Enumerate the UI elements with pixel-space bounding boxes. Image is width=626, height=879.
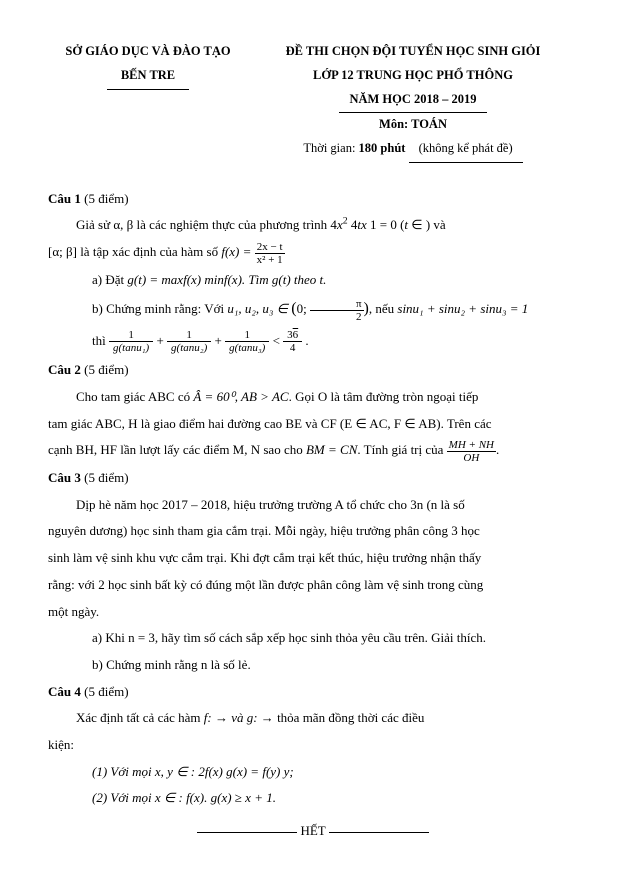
cau1-frac1-num: 2x − t (255, 241, 285, 254)
title-line1: ĐỀ THI CHỌN ĐỘI TUYỂN HỌC SINH GIỎI (248, 40, 578, 64)
cau2-frac-den: OH (447, 452, 496, 464)
cau1-p1-a: Giả sử α, β là các nghiệm thực của phươn… (76, 217, 337, 232)
time-suffix: (không kể phát đề) (409, 137, 523, 163)
cau3-p4: rằng: với 2 học sinh bất kỳ có đúng một … (48, 573, 578, 598)
end-text: HẾT (300, 823, 325, 838)
title-line3: NĂM HỌC 2018 – 2019 (339, 88, 486, 114)
cau3-title: Câu 3 (48, 470, 81, 485)
cau1-p1-d: ∈ ) và (408, 217, 446, 232)
cau1-f3: 1g(tanu₃) (225, 329, 269, 354)
cau1-b-body-a: u₁, u₂, u₃ ∈ (227, 301, 291, 316)
plus2: + (215, 333, 226, 348)
exam-page: SỞ GIÁO DỤC VÀ ĐÀO TẠO BẾN TRE ĐỀ THI CH… (0, 0, 626, 864)
cau1-b-label: b) Chứng minh rằng: Với (92, 301, 227, 316)
cau1-p1: Giả sử α, β là các nghiệm thực của phươn… (48, 213, 578, 238)
cau4-p1: Xác định tất cả các hàm f: → và g: → thỏ… (48, 706, 578, 731)
cau1-points: (5 điểm) (81, 191, 129, 206)
cau2-p2: tam giác ABC, H là giao điểm hai đường c… (48, 412, 578, 437)
cau1-p2-fx: f(x) = (221, 244, 254, 259)
f1d: g(tanu₁) (109, 342, 153, 354)
cau1-frac1-den: x² + 1 (255, 254, 285, 266)
cau2-heading: Câu 2 (5 điểm) (48, 358, 578, 383)
time-prefix: Thời gian: (303, 141, 358, 155)
cau1-int-den: 2 (310, 311, 364, 323)
cau1-p1-b: 4 (348, 217, 358, 232)
cau4-points: (5 điểm) (81, 684, 129, 699)
cau1-interval-frac: π2 (310, 298, 364, 323)
cau1-b-body-c: sinu₁ + sinu₂ + sinu₃ = 1 (397, 301, 528, 316)
cau1-p2-a: [α; β] là tập xác định của hàm số (48, 244, 221, 259)
cau3-p3: sinh làm vệ sinh khu vực cắm trại. Khi đ… (48, 546, 578, 571)
cau2-points: (5 điểm) (81, 362, 129, 377)
header-right: ĐỀ THI CHỌN ĐỘI TUYỂN HỌC SINH GIỎI LỚP … (248, 40, 578, 163)
f4n: 36 (283, 329, 302, 342)
cau4-c2: (2) Với mọi x ∈ : f(x). g(x) ≥ x + 1. (48, 786, 578, 811)
issuer-line1: SỞ GIÁO DỤC VÀ ĐÀO TẠO (48, 40, 248, 64)
time-value: 180 phút (359, 141, 409, 155)
f1n: 1 (109, 329, 153, 342)
cau1-b: b) Chứng minh rằng: Với u₁, u₂, u₃ ∈ (0;… (48, 294, 578, 324)
cau4-p1-b: f: → và g: → (204, 710, 277, 725)
cau1-title: Câu 1 (48, 191, 81, 206)
f3n: 1 (225, 329, 269, 342)
cau1-a-body: g(t) = maxf(x) minf(x). Tìm g(t) theo t. (127, 272, 326, 287)
end-marker: HẾT (48, 819, 578, 844)
f4d: 4 (283, 342, 302, 354)
cau4-heading: Câu 4 (5 điểm) (48, 680, 578, 705)
header-left: SỞ GIÁO DỤC VÀ ĐÀO TẠO BẾN TRE (48, 40, 248, 163)
cau2-angle: Â = 60⁰, AB > AC (193, 389, 288, 404)
cau4-title: Câu 4 (48, 684, 81, 699)
cau4-p1-a: Xác định tất cả các hàm (76, 710, 204, 725)
cau3-a: a) Khi n = 3, hãy tìm số cách sắp xếp họ… (48, 626, 578, 651)
cau1-a-label: a) Đặt (92, 272, 127, 287)
f3d: g(tanu₃) (225, 342, 269, 354)
page-header: SỞ GIÁO DỤC VÀ ĐÀO TẠO BẾN TRE ĐỀ THI CH… (48, 40, 578, 163)
cau1-p1-c: 1 = 0 ( (367, 217, 405, 232)
cau3-heading: Câu 3 (5 điểm) (48, 466, 578, 491)
cau2-p1-a: Cho tam giác ABC có (76, 389, 193, 404)
lt: < (273, 333, 284, 348)
cau2-p1: Cho tam giác ABC có Â = 60⁰, AB > AC. Gọ… (48, 385, 578, 410)
cau1-f1: 1g(tanu₁) (109, 329, 153, 354)
issuer-line2: BẾN TRE (107, 64, 189, 90)
cau2-title: Câu 2 (48, 362, 81, 377)
cau1-b-body-b: , nếu (369, 301, 398, 316)
cau4-p1-c: thỏa mãn đồng thời các điều (277, 710, 424, 725)
cau1-f2: 1g(tanu₂) (167, 329, 211, 354)
cau2-frac: MH + NH OH (447, 439, 496, 464)
cau2-p3-c: . Tính giá trị của (357, 442, 446, 457)
cau2-p3: cạnh BH, HF lần lượt lấy các điểm M, N s… (48, 438, 578, 464)
cau2-p3-a: cạnh BH, HF lần lượt lấy các điểm M, N s… (48, 442, 306, 457)
cau1-a: a) Đặt g(t) = maxf(x) minf(x). Tìm g(t) … (48, 268, 578, 293)
cau3-b: b) Chứng minh rằng n là số lẻ. (48, 653, 578, 678)
cau1-inequality: thì 1g(tanu₁) + 1g(tanu₂) + 1g(tanu₃) < … (92, 329, 578, 355)
cau1-p2: [α; β] là tập xác định của hàm số f(x) =… (48, 240, 578, 266)
cau2-p3-b: BM = CN (306, 442, 357, 457)
cau1-frac1: 2x − t x² + 1 (255, 241, 285, 266)
cau2-frac-num: MH + NH (447, 439, 496, 452)
cau1-heading: Câu 1 (5 điểm) (48, 187, 578, 212)
f2d: g(tanu₂) (167, 342, 211, 354)
title-line4: Môn: TOÁN (248, 113, 578, 137)
title-line5: Thời gian: 180 phút (không kể phát đề) (248, 137, 578, 163)
cau3-p1: Dịp hè năm học 2017 – 2018, hiệu trưởng … (48, 493, 578, 518)
cau3-p5: một ngày. (48, 600, 578, 625)
end-rule-right (329, 832, 429, 833)
cau4-c1: (1) Với mọi x, y ∈ : 2f(x) g(x) = f(y) y… (48, 760, 578, 785)
end-rule-left (197, 832, 297, 833)
cau1-f4: 364 (283, 329, 302, 354)
cau2-p3-d: . (496, 442, 499, 457)
cau1-period: . (305, 333, 308, 348)
cau1-thi: thì (92, 333, 109, 348)
plus1: + (156, 333, 167, 348)
cau1-int-num: π (310, 298, 364, 311)
cau4-p2: kiện: (48, 733, 578, 758)
f2n: 1 (167, 329, 211, 342)
cau3-p2: nguyên dương) học sinh tham gia cắm trại… (48, 519, 578, 544)
title-line2: LỚP 12 TRUNG HỌC PHỔ THÔNG (248, 64, 578, 88)
cau3-points: (5 điểm) (81, 470, 129, 485)
cau2-p1-b: . Gọi O là tâm đường tròn ngoại tiếp (289, 389, 479, 404)
